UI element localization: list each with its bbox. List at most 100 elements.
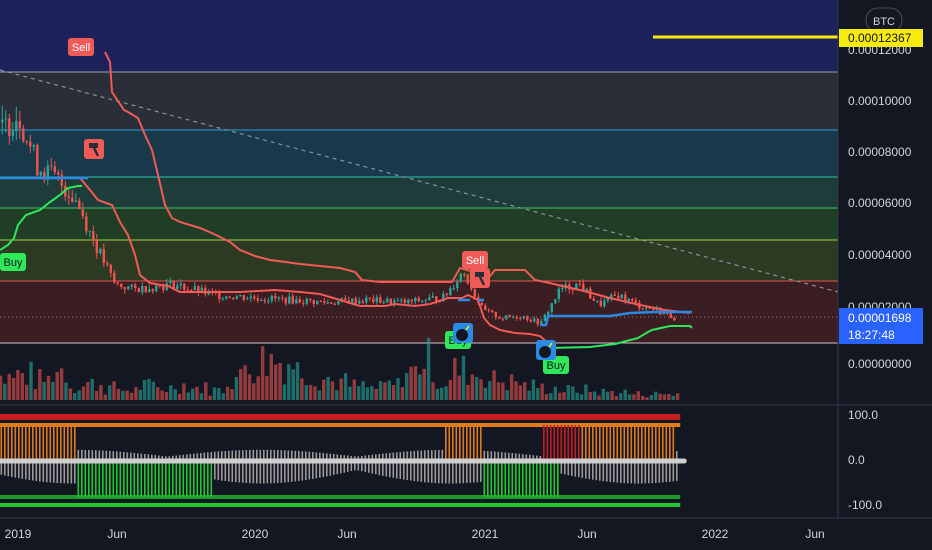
- candle-body: [218, 292, 221, 299]
- volume-bar: [365, 387, 370, 400]
- volume-bar: [73, 393, 77, 400]
- signal-label: Sell: [466, 255, 484, 267]
- candle-body: [95, 240, 98, 254]
- trendline[interactable]: [0, 69, 839, 293]
- bomb-icon[interactable]: [536, 340, 556, 360]
- volume-bar: [343, 373, 348, 400]
- candle-body: [578, 283, 581, 285]
- volume-bar: [33, 389, 38, 400]
- candle-body: [172, 280, 175, 289]
- volume-bar: [239, 368, 243, 400]
- zone-1: [0, 72, 838, 130]
- volume-bar: [11, 378, 16, 400]
- candle-body: [235, 296, 238, 299]
- candle-body: [627, 298, 630, 301]
- candle-body: [309, 298, 312, 300]
- volume-bar: [378, 381, 383, 400]
- candle-body: [365, 297, 368, 303]
- volume-bar: [575, 392, 579, 400]
- candle-body: [81, 209, 84, 217]
- bomb-icon[interactable]: [453, 323, 473, 343]
- volume-bar: [217, 388, 221, 400]
- time-tick-label: 2020: [242, 527, 269, 541]
- volume-bar: [247, 374, 252, 400]
- volume-bar: [562, 392, 566, 400]
- candle-body: [179, 283, 182, 286]
- candle-body: [316, 300, 319, 305]
- candle-body: [561, 288, 564, 290]
- hammer-icon[interactable]: [470, 268, 490, 288]
- hammer-handle: [478, 276, 486, 286]
- candle-body: [39, 172, 42, 176]
- candle-body: [25, 141, 28, 143]
- sell-signal-badge[interactable]: Sell: [462, 251, 488, 269]
- candle-body: [71, 197, 74, 202]
- volume-bar: [225, 386, 230, 400]
- candle-body: [491, 310, 494, 312]
- volume-bar: [116, 388, 121, 400]
- price-axis[interactable]: 0.00012000 0.00010000 0.00008000 0.00006…: [848, 43, 912, 371]
- candle-body: [144, 286, 147, 293]
- candle-body: [620, 294, 623, 299]
- candle-body: [158, 285, 161, 287]
- volume-bar: [164, 392, 169, 400]
- volume-bar: [77, 390, 81, 400]
- hammer-handle: [92, 147, 100, 157]
- oscillator-axis[interactable]: 100.0 0.0 -100.0: [848, 408, 882, 512]
- volume-bar: [509, 374, 514, 400]
- target-price-label: 0.00012367: [839, 29, 923, 47]
- time-axis[interactable]: 2019 Jun 2020 Jun 2021 Jun 2022 Jun: [5, 527, 825, 541]
- candle-body: [15, 120, 18, 132]
- candle-body: [74, 200, 77, 202]
- volume-bar: [169, 385, 173, 400]
- hammer-icon[interactable]: [84, 139, 104, 159]
- volume-bar: [606, 391, 610, 400]
- time-tick-label: Jun: [107, 527, 126, 541]
- volume-bar: [103, 394, 107, 400]
- candle-body: [22, 128, 25, 142]
- time-tick-label: Jun: [805, 527, 824, 541]
- buy-signal-badge[interactable]: Buy: [543, 356, 569, 374]
- candle-body: [288, 296, 291, 304]
- current-price-value: 0.00001698: [848, 311, 912, 325]
- candle-body: [284, 297, 287, 304]
- candle-body: [60, 174, 63, 186]
- candle-body: [256, 298, 259, 301]
- candle-body: [99, 248, 102, 254]
- volume-bar: [518, 385, 522, 400]
- volume-bar: [182, 383, 186, 400]
- volume-bar: [339, 378, 343, 400]
- candle-body: [18, 120, 21, 129]
- currency-badge[interactable]: BTC: [865, 7, 903, 33]
- candle-body: [291, 296, 294, 304]
- target-price-box: [839, 29, 923, 47]
- volume-bar: [654, 391, 658, 400]
- volume-bar: [94, 391, 99, 400]
- volume-bar: [540, 383, 544, 400]
- volume-bar: [501, 382, 505, 400]
- candle-body: [4, 118, 7, 120]
- candle-body: [358, 300, 361, 304]
- volume-bar: [160, 390, 164, 400]
- candle-body: [582, 283, 585, 291]
- hammer-head: [475, 272, 484, 277]
- candle-body: [239, 295, 242, 297]
- volume-bars: [0, 337, 680, 400]
- candle-body: [414, 298, 417, 302]
- candle-body: [116, 282, 119, 284]
- candle-body: [151, 289, 154, 292]
- candle-body: [424, 300, 427, 302]
- time-tick-label: Jun: [337, 527, 356, 541]
- candle-body: [550, 303, 553, 312]
- sell-signal-badge[interactable]: Sell: [68, 38, 94, 56]
- candle-body: [501, 318, 504, 320]
- hammer-head: [89, 143, 98, 148]
- volume-bar: [151, 381, 156, 400]
- price-tick-label: 0.00008000: [848, 145, 912, 159]
- candle-body: [326, 302, 329, 304]
- candle-body: [274, 295, 277, 299]
- signal-badge-box: [543, 356, 569, 374]
- candle-body: [382, 302, 385, 304]
- buy-signal-badge[interactable]: Buy: [0, 253, 26, 271]
